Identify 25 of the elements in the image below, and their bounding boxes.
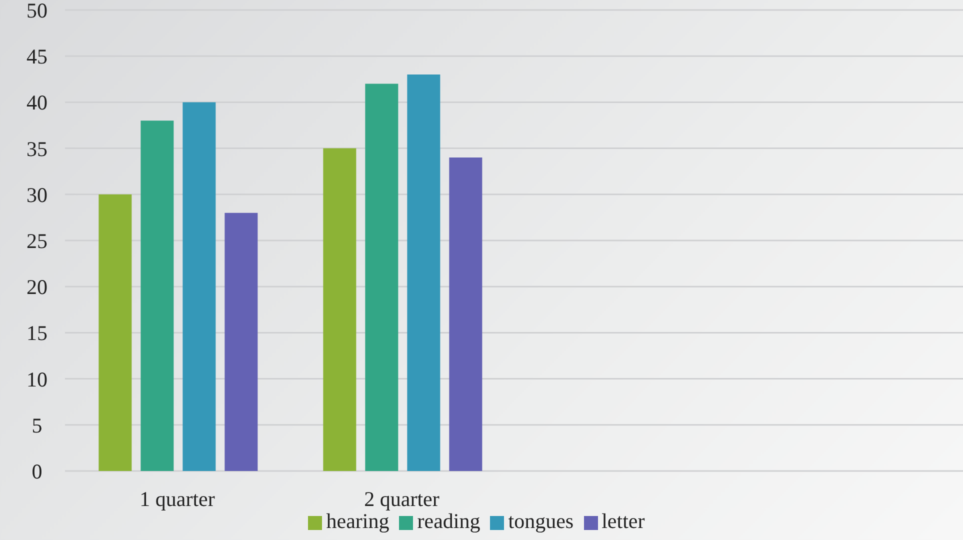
bar (140, 120, 174, 471)
legend-label: reading (417, 509, 480, 533)
bar (224, 212, 258, 471)
legend-label: hearing (326, 509, 390, 533)
x-tick-label: 1 quarter (140, 486, 215, 511)
y-tick-label: 45 (26, 44, 48, 69)
y-tick-label: 5 (32, 413, 42, 438)
bar (407, 74, 440, 471)
x-tick-label: 2 quarter (364, 486, 440, 511)
bar (182, 102, 216, 471)
y-tick-label: 10 (26, 367, 48, 392)
legend-label: tongues (508, 509, 574, 533)
y-tick-label: 50 (26, 0, 48, 22)
y-tick-label: 40 (26, 90, 48, 115)
bar (449, 158, 482, 471)
y-tick-label: 35 (26, 136, 48, 161)
y-tick-label: 0 (32, 459, 42, 484)
y-tick-label: 20 (26, 275, 48, 300)
y-tick-label: 25 (26, 228, 48, 253)
y-tick-label: 30 (26, 182, 48, 207)
legend-label: letter (602, 509, 645, 533)
bar (98, 194, 132, 471)
bar (365, 84, 398, 471)
y-tick-label: 15 (26, 321, 48, 346)
bar (323, 148, 356, 471)
